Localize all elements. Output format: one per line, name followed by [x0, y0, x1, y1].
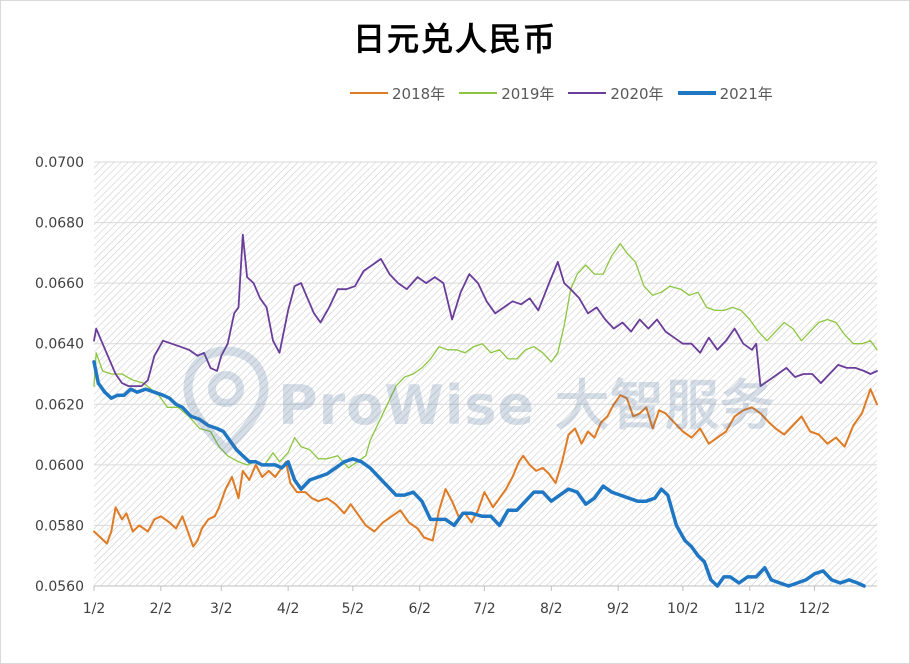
y-tick-label: 0.0560 [35, 579, 84, 595]
x-tick-label: 1/2 [83, 601, 106, 617]
legend-item-2018: 2018年 [350, 83, 445, 104]
y-tick-label: 0.0680 [35, 216, 84, 232]
legend-item-2021: 2021年 [677, 83, 773, 104]
x-tick-label: 10/2 [667, 601, 698, 617]
legend-item-2019: 2019年 [459, 83, 554, 104]
legend-label-2020: 2020年 [610, 84, 664, 103]
x-tick-label: 6/2 [408, 601, 431, 617]
legend-label-2019: 2019年 [501, 84, 555, 103]
legend-swatch-2018 [350, 92, 388, 94]
x-tick-label: 12/2 [799, 601, 830, 617]
y-tick-label: 0.0660 [35, 276, 84, 292]
series-line-2020 [93, 233, 878, 387]
x-tick-label: 4/2 [277, 601, 300, 617]
y-tick-label: 0.0580 [35, 518, 84, 534]
chart-legend: 2018年 2019年 2020年 2021年 [350, 82, 787, 104]
legend-swatch-2020 [568, 92, 607, 94]
x-tick-label: 7/2 [473, 601, 496, 617]
x-tick-label: 9/2 [607, 601, 630, 617]
legend-item-2020: 2020年 [568, 83, 664, 104]
legend-swatch-2019 [459, 92, 498, 94]
y-tick-label: 0.0640 [35, 337, 84, 353]
gridlines [94, 161, 877, 587]
series-lines [92, 233, 878, 588]
legend-swatch-2021 [677, 91, 716, 95]
legend-label-2021: 2021年 [719, 84, 773, 103]
x-tick-label: 8/2 [540, 601, 563, 617]
series-line-2019 [93, 243, 878, 469]
axes: 0.0560 0.0580 0.0600 0.0620 0.0640 0.0660 0.06… [35, 155, 877, 617]
y-tick-label: 0.0600 [35, 458, 84, 474]
x-tick-label: 11/2 [734, 601, 765, 617]
chart-title: 日元兑人民币 [352, 20, 557, 58]
y-tick-label: 0.0620 [35, 397, 84, 413]
y-tick-label: 0.0700 [35, 155, 84, 171]
x-tick-label: 3/2 [210, 601, 233, 617]
x-tick-label: 2/2 [150, 601, 173, 617]
legend-label-2018: 2018年 [392, 84, 446, 103]
x-tick-label: 5/2 [342, 601, 365, 617]
series-line-2018 [93, 388, 878, 548]
series-line-2021 [92, 360, 866, 588]
